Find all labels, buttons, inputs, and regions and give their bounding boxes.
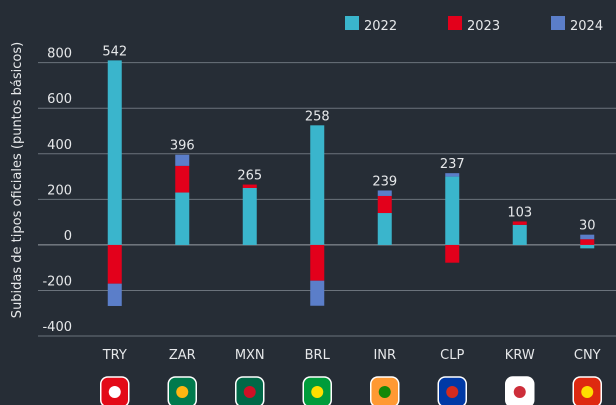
- y-tick-label: 400: [47, 138, 72, 153]
- total-label: 542: [102, 44, 127, 59]
- legend-label: 2022: [364, 19, 397, 34]
- flag-emblem: [311, 386, 324, 398]
- y-tick-label: 200: [47, 183, 72, 198]
- x-tick-label: TRY: [102, 348, 127, 363]
- bar-segment: [377, 190, 392, 196]
- total-label: 237: [440, 157, 465, 172]
- x-tick-label: CNY: [574, 348, 601, 363]
- x-tick-label: KRW: [505, 348, 535, 363]
- y-tick-label: -200: [42, 274, 72, 289]
- total-label: 396: [170, 139, 195, 154]
- bar-segment: [377, 195, 392, 214]
- bar-segment: [445, 173, 460, 177]
- bar-segment: [580, 244, 595, 249]
- flag-emblem: [176, 386, 189, 398]
- bar-segment: [512, 221, 527, 225]
- bar-segment: [107, 60, 122, 245]
- legend-swatch: [551, 16, 565, 30]
- bar-segment: [175, 154, 190, 166]
- bar-segment: [107, 283, 122, 306]
- bar-segment: [310, 280, 325, 306]
- x-tick-label: ZAR: [169, 348, 196, 363]
- flag-emblem: [581, 386, 594, 398]
- total-label: 30: [579, 219, 596, 234]
- y-tick-label: 0: [64, 229, 72, 244]
- legend-swatch: [448, 16, 462, 30]
- x-tick-label: INR: [373, 348, 396, 363]
- bar-segment: [175, 165, 190, 193]
- flag-emblem: [108, 386, 121, 398]
- flag-emblem: [378, 386, 391, 398]
- bar-segment: [310, 125, 325, 245]
- flag-emblem: [446, 386, 459, 398]
- bar-segment: [580, 239, 595, 245]
- bar-segment: [445, 244, 460, 263]
- legend-label: 2024: [570, 19, 603, 34]
- y-tick-label: 600: [47, 92, 72, 107]
- bar-segment: [377, 213, 392, 245]
- total-label: 265: [237, 169, 262, 184]
- x-tick-label: CLP: [440, 348, 464, 363]
- y-tick-label: 800: [47, 47, 72, 62]
- total-label: 103: [507, 205, 532, 220]
- legend-label: 2023: [467, 19, 500, 34]
- flag-emblem: [243, 386, 256, 398]
- bar-segment: [107, 244, 122, 284]
- bar-segment: [445, 176, 460, 245]
- y-axis-label: Subidas de tipos oficiales (puntos básic…: [10, 42, 25, 318]
- y-tick-label: -400: [42, 320, 72, 335]
- x-tick-label: BRL: [305, 348, 331, 363]
- x-tick-label: MXN: [235, 348, 265, 363]
- legend-swatch: [345, 16, 359, 30]
- bar-segment: [242, 184, 257, 188]
- bar-segment: [310, 244, 325, 281]
- bar-segment: [175, 192, 190, 245]
- bar-segment: [580, 234, 595, 240]
- total-label: 258: [305, 109, 330, 124]
- flag-emblem: [513, 386, 526, 398]
- bar-segment: [242, 187, 257, 245]
- total-label: 239: [372, 174, 397, 189]
- bar-segment: [512, 224, 527, 245]
